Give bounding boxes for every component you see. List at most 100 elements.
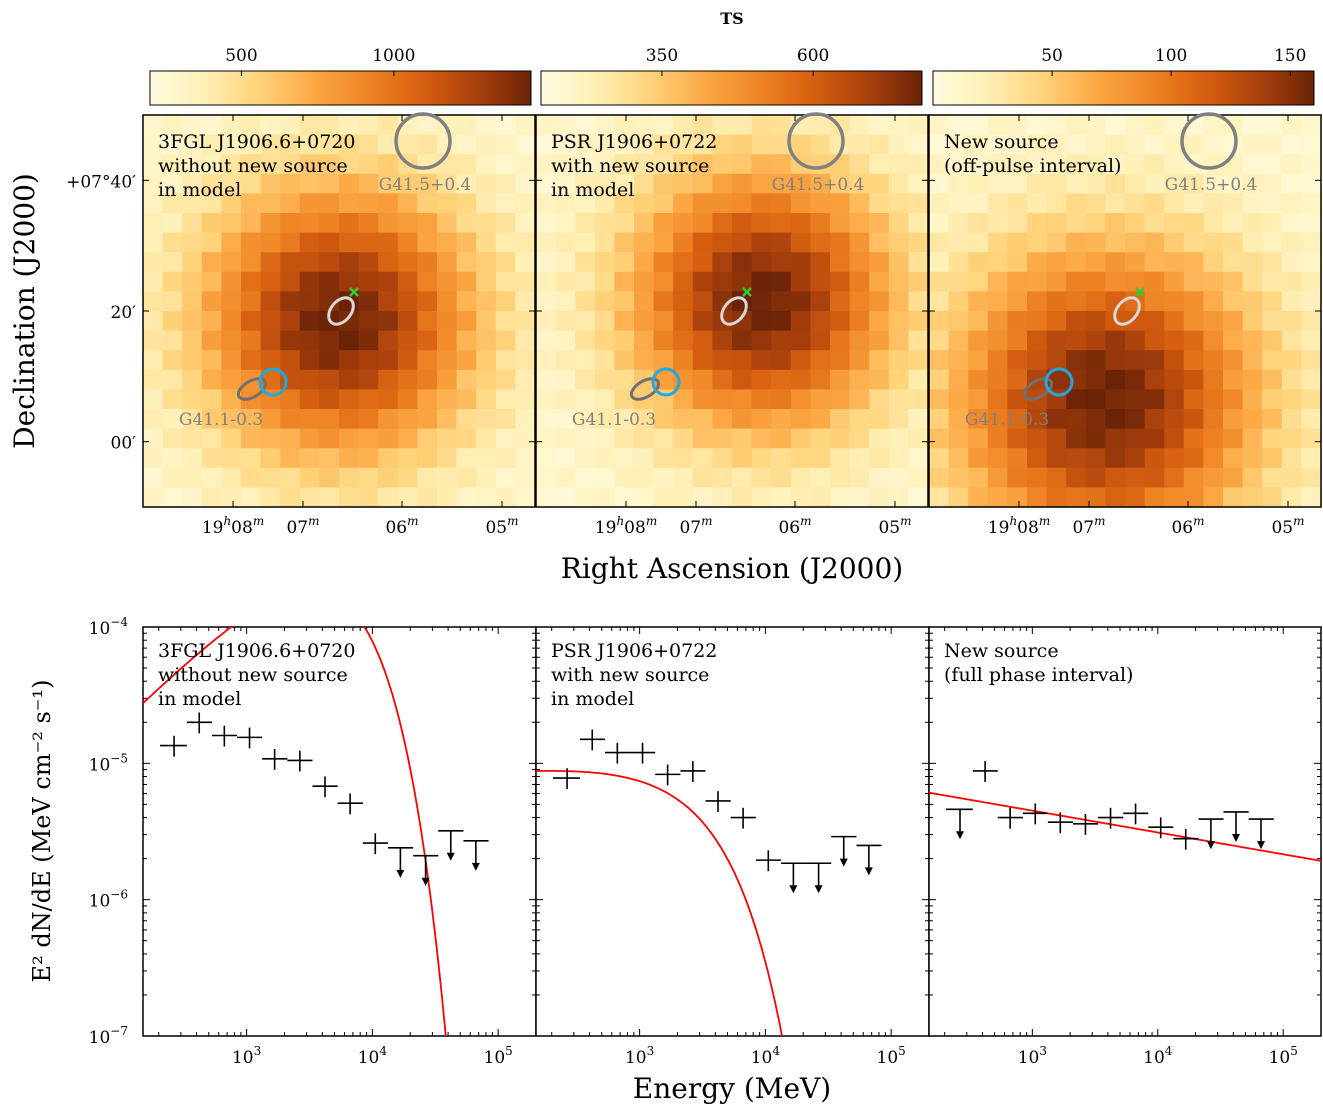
ts-pixel <box>908 271 929 292</box>
data-point <box>1047 812 1074 834</box>
ts-pixel <box>476 467 497 488</box>
ts-pixel <box>555 350 576 371</box>
snr-circle-g41-5 <box>394 112 452 170</box>
ts-pixel <box>221 271 242 292</box>
ts-pixel <box>1281 193 1302 214</box>
ts-pixel <box>260 409 281 430</box>
ts-pixel <box>634 271 655 292</box>
ts-pixel <box>849 448 870 469</box>
ts-pixel <box>810 389 831 410</box>
ts-pixel <box>712 448 733 469</box>
ts-pixel <box>732 134 753 155</box>
map-panel-label: in model <box>551 179 634 201</box>
colorbar-gradient <box>540 70 923 106</box>
ts-pixel <box>849 409 870 430</box>
spectrum-x-tick-label-exp: 3 <box>254 1044 262 1058</box>
ts-pixel <box>1066 311 1087 332</box>
ts-pixel <box>358 389 379 410</box>
ts-pixel <box>182 448 203 469</box>
ul-arrow-head <box>1231 833 1240 842</box>
ts-pixel <box>908 193 929 214</box>
ts-pixel <box>221 134 242 155</box>
ts-pixel <box>810 193 831 214</box>
spectrum-y-tick-label-base: 10 <box>89 892 111 912</box>
ts-pixel <box>555 154 576 175</box>
ts-pixel <box>1301 232 1322 253</box>
ts-pixel <box>319 193 340 214</box>
spectrum-x-tick-label-base: 10 <box>751 1048 773 1068</box>
ts-pixel <box>751 134 772 155</box>
ts-pixel <box>751 252 772 273</box>
ts-pixel <box>1066 173 1087 194</box>
ts-pixel <box>476 330 497 351</box>
ts-pixel <box>378 154 399 175</box>
ts-pixel <box>1085 232 1106 253</box>
ts-pixel <box>849 193 870 214</box>
ts-pixel <box>437 154 458 175</box>
ts-pixel <box>692 115 713 136</box>
ts-pixel <box>673 428 694 449</box>
spectrum-panel-label: with new source <box>551 664 709 686</box>
ts-pixel <box>515 448 536 469</box>
ts-pixel <box>1027 173 1048 194</box>
ra-minutes-unit: m <box>646 514 657 528</box>
ts-pixel <box>929 154 950 175</box>
ts-pixel <box>1301 291 1322 312</box>
ts-pixel <box>1007 232 1028 253</box>
ts-pixel <box>929 173 950 194</box>
ts-pixel <box>830 448 851 469</box>
ts-pixel <box>948 252 969 273</box>
ts-pixel <box>929 467 950 488</box>
ts-pixel <box>888 330 909 351</box>
ts-pixel <box>417 134 438 155</box>
ts-pixel <box>751 369 772 390</box>
ts-pixel <box>634 173 655 194</box>
ts-pixel <box>280 291 301 312</box>
ts-pixel <box>1203 389 1224 410</box>
ts-pixel <box>201 389 222 410</box>
spectrum-y-tick-label: 10−6 <box>89 888 128 912</box>
ts-pixel <box>594 448 615 469</box>
ts-pixel <box>1125 134 1146 155</box>
ts-pixel <box>1262 134 1283 155</box>
ts-pixel <box>339 487 360 508</box>
ts-pixel <box>241 173 262 194</box>
ts-pixel <box>1046 467 1067 488</box>
ts-pixel <box>1281 467 1302 488</box>
snr-label-g41-1: G41.1-0.3 <box>572 410 656 430</box>
ts-pixel <box>378 311 399 332</box>
ra-hours: 19 <box>595 518 617 538</box>
ts-pixel <box>339 389 360 410</box>
ts-pixel <box>575 252 596 273</box>
ts-pixel <box>575 330 596 351</box>
map-y-tick-label: 20′ <box>111 303 137 323</box>
ts-pixel <box>162 154 183 175</box>
ts-pixel <box>555 271 576 292</box>
spectrum-x-tick-label-base: 10 <box>1143 1048 1165 1068</box>
ts-pixel <box>869 311 890 332</box>
ts-pixel <box>536 409 557 430</box>
ts-pixel <box>751 193 772 214</box>
ts-pixel <box>575 369 596 390</box>
ts-pixel <box>299 213 320 234</box>
ts-pixel <box>221 448 242 469</box>
ts-pixel <box>810 409 831 430</box>
ts-pixel <box>358 193 379 214</box>
ts-pixel <box>908 448 929 469</box>
ts-pixel <box>280 232 301 253</box>
ts-pixel <box>987 428 1008 449</box>
ts-pixel <box>319 252 340 273</box>
ts-pixel <box>1281 389 1302 410</box>
ts-pixel <box>869 330 890 351</box>
ts-pixel <box>1007 173 1028 194</box>
ts-pixel <box>634 467 655 488</box>
ts-pixel <box>1066 291 1087 312</box>
ts-pixel <box>1301 467 1322 488</box>
data-point <box>287 750 313 772</box>
spectrum-x-tick-label-exp: 5 <box>505 1044 513 1058</box>
ts-pixel <box>456 311 477 332</box>
ts-pixel <box>1281 252 1302 273</box>
ts-pixel <box>1203 409 1224 430</box>
ts-pixel <box>437 271 458 292</box>
ts-pixel <box>908 252 929 273</box>
